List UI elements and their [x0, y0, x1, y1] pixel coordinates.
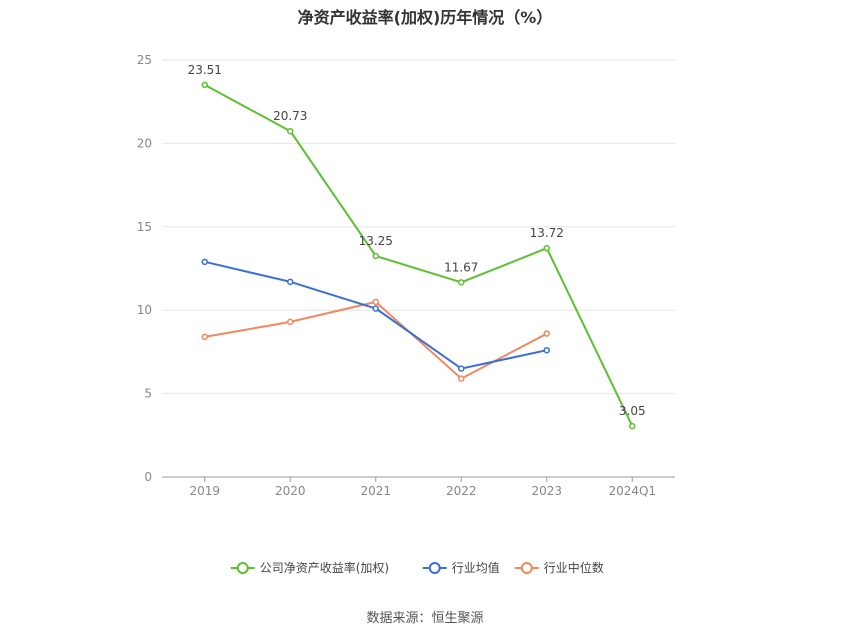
x-tick-label: 2022 [446, 484, 477, 498]
data-point [201, 333, 208, 341]
legend-marker [520, 562, 533, 574]
x-tick-label: 2020 [275, 484, 306, 498]
data-point [287, 278, 294, 286]
series-line [204, 84, 634, 427]
x-tick-label: 2021 [360, 484, 391, 498]
data-point [458, 365, 465, 372]
data-point [543, 346, 550, 354]
y-tick-label: 10 [137, 303, 152, 317]
x-tick-label: 2019 [189, 484, 220, 498]
legend-label: 行业均值 [452, 560, 500, 575]
data-point [201, 258, 208, 266]
y-tick-label: 25 [137, 53, 152, 67]
data-point [287, 318, 294, 326]
chart-title: 净资产收益率(加权)历年情况（%） [297, 8, 553, 27]
x-tick-label: 2024Q1 [608, 484, 656, 498]
data-point [543, 244, 550, 252]
series-line [204, 260, 548, 370]
data-label: 20.73 [273, 109, 307, 123]
data-point [372, 298, 379, 306]
y-tick-label: 0 [144, 470, 152, 484]
data-point [629, 422, 636, 430]
data-label: 13.72 [530, 226, 564, 240]
line-chart: 0 5 10 15 20 25 2019 2020 2021 2022 2023 2024Q1 23.5… [137, 53, 675, 575]
data-label: 13.25 [359, 234, 393, 248]
series-line [204, 300, 548, 380]
data-source: 数据来源：恒生聚源 [366, 611, 484, 626]
legend-label: 行业中位数 [544, 560, 604, 575]
x-tick-label: 2023 [531, 484, 562, 498]
data-point [287, 127, 294, 135]
data-point [201, 81, 208, 89]
data-point [458, 375, 465, 382]
data-label: 11.67 [444, 260, 478, 274]
y-tick-label: 5 [144, 387, 152, 401]
legend-label: 公司净资产收益率(加权) [260, 560, 389, 575]
data-label: 23.51 [188, 63, 222, 77]
data-point [372, 252, 379, 260]
y-tick-label: 15 [137, 220, 152, 234]
data-point [458, 279, 465, 286]
legend-marker [236, 562, 249, 574]
legend-marker [428, 562, 441, 574]
data-label: 3.05 [619, 404, 646, 418]
data-point [372, 305, 379, 312]
data-point [543, 330, 550, 337]
y-tick-label: 20 [137, 136, 152, 150]
